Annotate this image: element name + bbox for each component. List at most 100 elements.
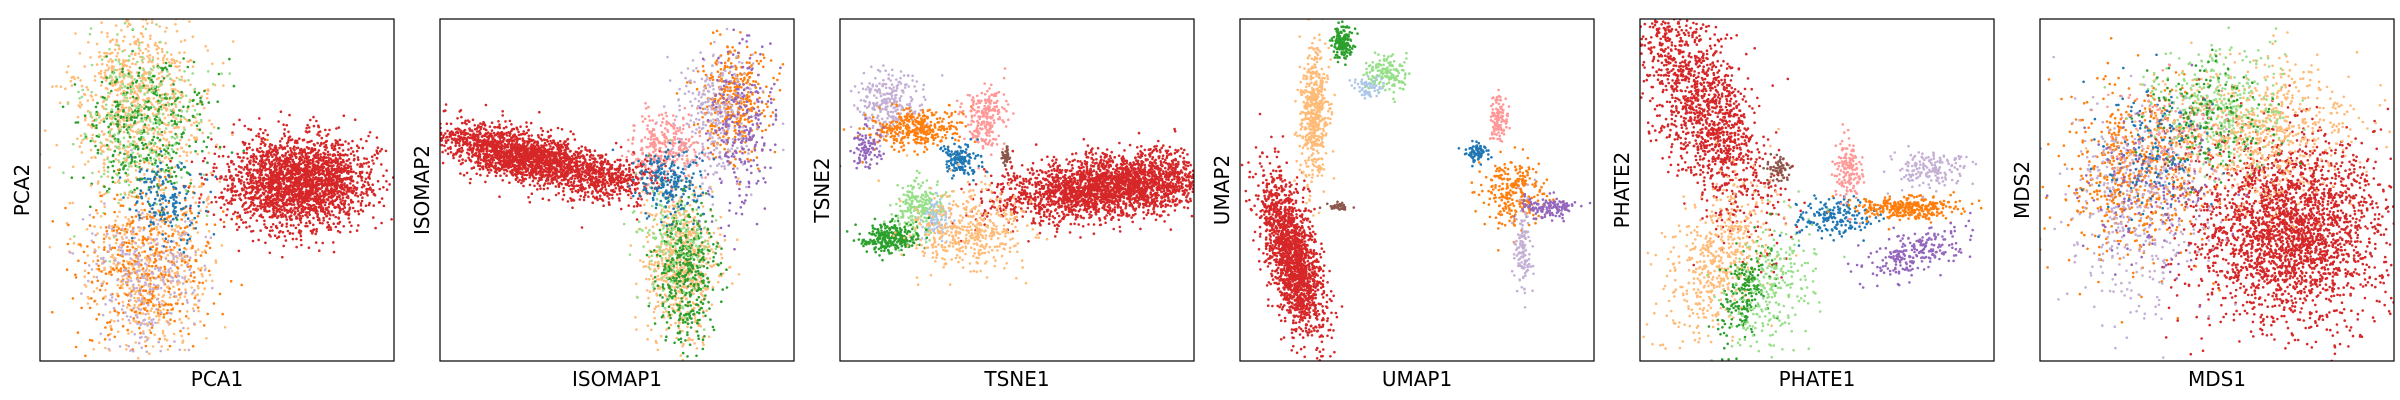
data-point xyxy=(163,334,166,338)
data-point xyxy=(125,230,129,234)
data-point xyxy=(191,196,195,199)
data-point xyxy=(236,228,239,232)
data-point xyxy=(135,116,138,119)
data-point xyxy=(105,76,108,79)
data-point xyxy=(152,114,156,117)
data-point xyxy=(176,267,180,270)
data-point xyxy=(181,377,184,380)
data-point xyxy=(284,176,287,179)
data-point xyxy=(65,268,69,272)
data-point xyxy=(97,55,101,59)
data-point xyxy=(305,160,308,163)
data-point xyxy=(110,110,113,114)
data-point xyxy=(152,311,156,314)
data-point xyxy=(96,254,99,258)
data-point xyxy=(127,162,131,165)
data-point xyxy=(130,165,133,168)
data-point xyxy=(152,132,155,135)
data-point xyxy=(92,260,95,263)
data-point xyxy=(357,146,361,149)
data-point xyxy=(27,290,30,293)
data-point xyxy=(275,159,278,163)
data-point xyxy=(191,35,195,38)
data-point xyxy=(115,229,119,232)
data-point xyxy=(159,309,162,313)
data-point xyxy=(252,187,255,190)
data-point xyxy=(161,160,164,163)
data-point xyxy=(199,99,202,103)
data-point xyxy=(77,90,80,94)
data-point xyxy=(193,296,197,300)
data-point xyxy=(104,235,108,238)
data-point xyxy=(136,102,140,105)
data-point xyxy=(274,179,278,182)
data-point xyxy=(221,61,225,65)
data-point xyxy=(110,273,113,277)
data-point xyxy=(268,145,271,148)
data-point xyxy=(114,24,118,27)
data-point xyxy=(264,143,267,146)
data-point xyxy=(116,51,120,55)
data-point xyxy=(234,190,238,193)
data-point xyxy=(131,230,134,234)
data-point xyxy=(289,171,292,174)
data-point xyxy=(285,198,289,202)
data-point xyxy=(176,251,180,254)
data-point xyxy=(378,150,382,153)
data-point xyxy=(143,274,146,277)
data-point xyxy=(282,132,286,135)
data-point xyxy=(64,206,67,210)
data-point xyxy=(218,292,222,296)
data-point xyxy=(144,27,148,31)
data-point xyxy=(138,229,141,233)
data-point xyxy=(167,113,170,117)
data-point xyxy=(321,222,324,225)
data-point xyxy=(322,159,325,162)
data-point xyxy=(268,251,272,255)
data-point xyxy=(103,185,106,188)
data-point xyxy=(238,156,242,159)
data-point xyxy=(162,56,165,60)
data-point xyxy=(105,115,108,119)
data-point xyxy=(93,225,96,228)
data-point xyxy=(189,151,193,154)
data-point xyxy=(96,182,100,185)
data-point xyxy=(113,335,117,339)
data-point xyxy=(79,79,82,82)
data-point xyxy=(127,72,130,75)
data-point xyxy=(317,149,321,152)
data-point xyxy=(228,57,231,61)
data-point xyxy=(118,345,122,348)
data-point xyxy=(206,92,209,96)
data-point xyxy=(380,163,383,166)
data-point xyxy=(128,223,132,226)
data-point xyxy=(184,117,187,121)
data-point xyxy=(143,117,147,121)
data-point xyxy=(116,68,119,72)
data-point xyxy=(155,48,159,51)
data-point xyxy=(95,302,99,306)
data-point xyxy=(298,229,301,232)
data-point xyxy=(161,331,165,335)
data-point xyxy=(179,226,182,230)
data-point xyxy=(290,138,294,141)
data-point xyxy=(164,303,168,306)
data-point xyxy=(90,90,93,94)
data-point xyxy=(312,124,316,128)
data-point xyxy=(137,283,141,287)
data-point xyxy=(297,206,300,209)
data-point xyxy=(152,97,156,100)
pca1-points xyxy=(27,19,394,380)
data-point xyxy=(81,138,84,142)
data-point xyxy=(153,92,156,96)
data-point xyxy=(367,134,370,138)
data-point xyxy=(187,332,190,336)
data-point xyxy=(197,286,200,290)
data-point xyxy=(236,152,239,156)
data-point xyxy=(306,167,309,171)
data-point xyxy=(160,133,164,137)
data-point xyxy=(102,144,105,147)
data-point xyxy=(163,153,167,156)
data-point xyxy=(127,239,131,242)
data-point xyxy=(359,208,363,212)
